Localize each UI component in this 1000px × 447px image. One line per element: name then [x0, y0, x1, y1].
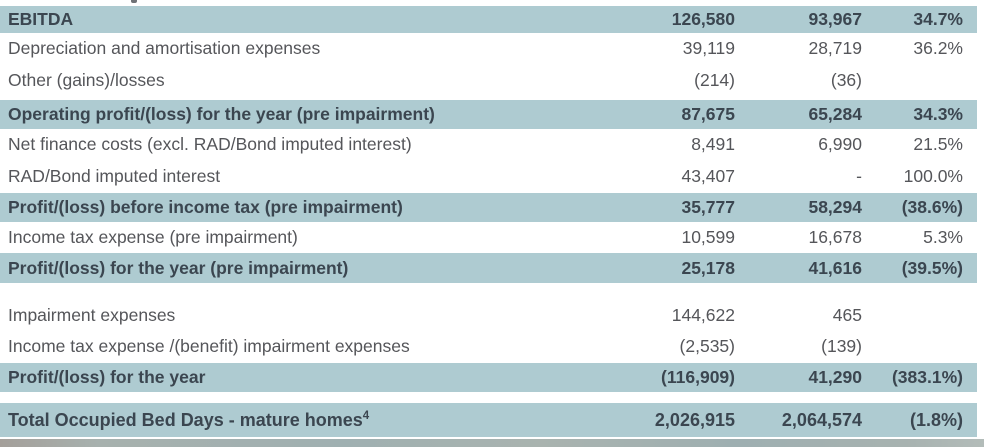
value-col-1: 43,407: [681, 165, 735, 186]
value-col-2: 41,290: [808, 367, 862, 387]
value-col-2: 65,284: [808, 104, 862, 124]
row-label: EBITDA: [8, 9, 74, 29]
value-col-1: 35,777: [681, 197, 735, 217]
table-row-other-gains-losses: Other (gains)/losses (214) (36): [0, 64, 977, 97]
cropped-row-remnant-top: [0, 0, 1000, 6]
table-row-profit-before-tax: Profit/(loss) before income tax (pre imp…: [0, 193, 977, 222]
change-col: 34.7%: [913, 9, 963, 29]
value-col-1: (214): [694, 70, 735, 90]
change-col: (38.6%): [901, 197, 963, 217]
value-col-2: 41,616: [808, 257, 862, 278]
change-col: 100.0%: [903, 165, 963, 186]
row-label: Profit/(loss) for the year: [8, 367, 206, 387]
table-row-ebitda: EBITDA 126,580 93,967 34.7%: [0, 6, 977, 33]
table-row-total-occupied-bed-days: Total Occupied Bed Days - mature homes4 …: [0, 403, 977, 437]
value-col-1: (2,535): [679, 336, 735, 356]
change-col: 36.2%: [913, 38, 963, 58]
table-row-rad-bond-interest: RAD/Bond imputed interest 43,407 - 100.0…: [0, 160, 977, 192]
value-col-2: (36): [830, 70, 862, 90]
row-label: Depreciation and amortisation expenses: [8, 38, 321, 58]
row-label: RAD/Bond imputed interest: [8, 165, 221, 186]
section-spacer: [0, 283, 1000, 299]
row-label-text: Total Occupied Bed Days - mature homes: [8, 409, 363, 430]
row-label: Total Occupied Bed Days - mature homes4: [8, 410, 585, 431]
value-col-1: 10,599: [681, 226, 735, 247]
value-col-1: 126,580: [671, 9, 735, 29]
value-col-1: 8,491: [691, 134, 735, 154]
value-col-1: 2,026,915: [654, 409, 735, 430]
cropped-row-remnant-bottom: [0, 439, 984, 447]
row-label: Impairment expenses: [8, 304, 176, 325]
table-row-net-finance-costs: Net finance costs (excl. RAD/Bond impute…: [0, 129, 977, 160]
value-col-1: 39,119: [682, 38, 735, 58]
footnote-marker: 4: [362, 409, 370, 422]
change-col: 5.3%: [923, 226, 963, 247]
value-col-1: 25,178: [681, 257, 735, 278]
table-row-profit-for-year: Profit/(loss) for the year (116,909) 41,…: [0, 363, 977, 392]
row-label: Operating profit/(loss) for the year (pr…: [8, 104, 435, 124]
change-col: 34.3%: [913, 104, 963, 124]
value-col-2: 6,990: [818, 134, 862, 154]
table-row-impairment-expenses: Impairment expenses 144,622 465: [0, 299, 977, 331]
value-col-2: -: [856, 165, 862, 186]
section-spacer: [0, 392, 1000, 403]
value-col-2: 58,294: [808, 197, 862, 217]
table-row-income-tax-pre-impairment: Income tax expense (pre impairment) 10,5…: [0, 222, 977, 252]
table-row-profit-pre-impairment: Profit/(loss) for the year (pre impairme…: [0, 253, 977, 283]
row-label: Other (gains)/losses: [8, 70, 165, 90]
value-col-2: 2,064,574: [781, 409, 862, 430]
cropped-text-fragment: [131, 0, 137, 3]
value-col-1: 144,622: [671, 304, 735, 325]
value-col-2: 465: [832, 304, 862, 325]
row-label: Income tax expense /(benefit) impairment…: [8, 336, 410, 356]
row-label: Profit/(loss) for the year (pre impairme…: [8, 257, 349, 278]
change-col: 21.5%: [913, 134, 963, 154]
value-col-2: (139): [821, 336, 862, 356]
change-col: (39.5%): [901, 257, 963, 278]
table-row-operating-profit: Operating profit/(loss) for the year (pr…: [0, 100, 977, 129]
value-col-2: 93,967: [808, 9, 862, 29]
row-label: Profit/(loss) before income tax (pre imp…: [8, 197, 403, 217]
table-row-income-tax-impairment: Income tax expense /(benefit) impairment…: [0, 331, 977, 362]
row-label: Income tax expense (pre impairment): [8, 226, 298, 247]
change-col: (383.1%): [891, 367, 963, 387]
table-row-depreciation: Depreciation and amortisation expenses 3…: [0, 33, 977, 64]
value-col-2: 16,678: [808, 226, 862, 247]
value-col-1: (116,909): [661, 367, 735, 387]
value-col-2: 28,719: [808, 38, 862, 58]
row-label: Net finance costs (excl. RAD/Bond impute…: [8, 134, 412, 154]
value-col-1: 87,675: [681, 104, 735, 124]
change-col: (1.8%): [909, 409, 963, 430]
